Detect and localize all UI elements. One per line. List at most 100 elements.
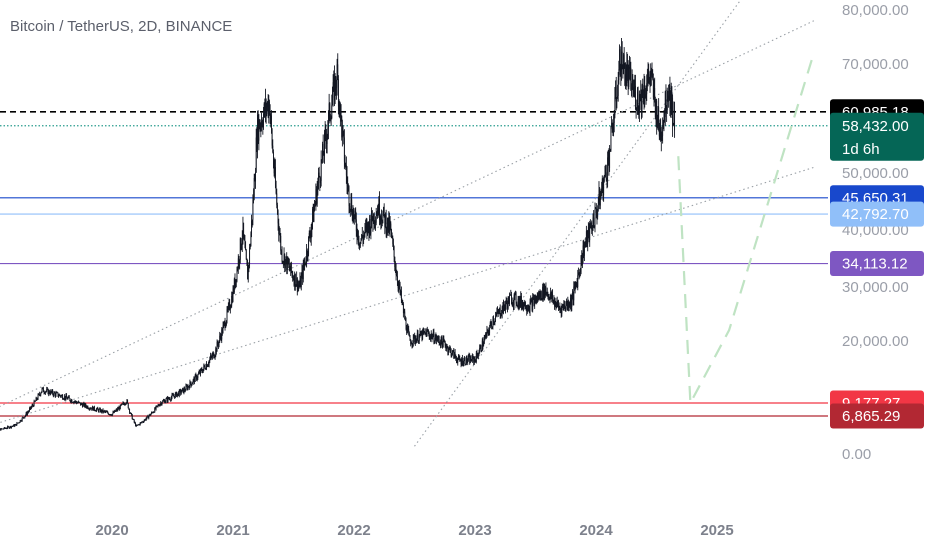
candle-body: [32, 405, 34, 406]
candle-body: [111, 415, 113, 416]
candle-body: [222, 325, 224, 334]
candle-body: [78, 401, 79, 403]
candle-body: [54, 393, 56, 397]
candle-body: [75, 400, 77, 403]
candle-body: [488, 332, 490, 334]
candle-body: [123, 402, 125, 404]
candle-body: [20, 420, 22, 422]
candle-body: [607, 157, 609, 179]
candle-body: [385, 214, 386, 228]
candle-body: [310, 236, 312, 239]
candle-body: [61, 395, 63, 397]
candle-body: [172, 394, 174, 396]
candle-body: [308, 233, 310, 237]
candle-body: [280, 250, 282, 252]
candle-body: [206, 364, 207, 370]
candle-body: [368, 225, 370, 235]
candle-body: [437, 336, 439, 340]
candle-body: [373, 213, 375, 224]
candle-body: [137, 424, 138, 426]
candle-body: [212, 352, 214, 355]
candle-body: [412, 334, 414, 344]
candle-body: [257, 114, 259, 141]
candle-body: [110, 414, 112, 416]
candle-body: [100, 409, 102, 413]
candle-body: [178, 392, 180, 396]
candle-body: [565, 304, 567, 310]
candle-body: [652, 75, 654, 79]
candle-body: [214, 355, 216, 358]
y-tick-label: 0.00: [842, 446, 871, 463]
candle-body: [331, 105, 333, 119]
candle-body: [217, 341, 219, 345]
candle-body: [447, 346, 449, 353]
candle-body: [526, 308, 528, 312]
candle-body: [453, 352, 455, 359]
candle-body: [661, 135, 663, 137]
candle-body: [184, 388, 186, 391]
candle-body: [190, 383, 192, 386]
candle-body: [225, 325, 227, 328]
candle-body: [351, 199, 353, 214]
candle-body: [452, 350, 453, 355]
candle-body: [608, 157, 610, 168]
candle-body: [184, 390, 186, 392]
candle-body: [231, 296, 233, 302]
candle-body: [284, 259, 286, 269]
candle-body: [636, 91, 638, 108]
candle-body: [417, 333, 419, 343]
candle-body: [276, 205, 278, 211]
candle-body: [654, 99, 656, 118]
price-tag-label: 58,432.00: [842, 118, 909, 135]
candle-body: [57, 392, 59, 397]
candle-body: [118, 407, 120, 410]
candle-body: [14, 424, 16, 427]
candle-body: [74, 400, 76, 402]
candle-body: [496, 310, 498, 315]
candle-body: [294, 273, 296, 286]
candle-body: [101, 409, 103, 413]
price-candles: [0, 37, 676, 431]
candle-body: [326, 138, 327, 144]
candle-body: [249, 246, 251, 248]
candle-body: [568, 301, 569, 308]
candle-body: [491, 323, 493, 327]
candle-body: [60, 395, 62, 397]
candle-body: [107, 411, 109, 414]
candle-body: [213, 357, 215, 359]
candle-body: [551, 293, 553, 299]
candle-body: [673, 110, 675, 124]
candle-body: [202, 371, 203, 373]
candle-body: [88, 408, 89, 410]
candle-body: [556, 305, 558, 309]
candle-body: [554, 299, 556, 307]
candle-body: [211, 356, 213, 358]
candle-body: [283, 254, 285, 262]
candle-body: [37, 394, 39, 400]
candle-body: [438, 339, 440, 343]
candle-body: [52, 390, 54, 395]
candle-body: [649, 74, 651, 83]
candle-body: [554, 302, 556, 307]
candle-body: [616, 98, 618, 102]
candle-body: [176, 392, 178, 397]
candle-body: [494, 320, 496, 322]
candle-body: [112, 412, 114, 414]
time-axis[interactable]: 2020 2021 2022 2023 2024 2025: [95, 522, 733, 539]
candle-body: [648, 72, 650, 78]
candle-body: [156, 405, 158, 407]
candle-body: [266, 106, 268, 113]
candle-body: [71, 399, 73, 403]
candle-body: [415, 338, 417, 343]
candle-body: [518, 297, 520, 308]
candle-body: [328, 103, 330, 113]
candle-body: [149, 414, 150, 417]
candle-body: [70, 399, 72, 402]
candle-body: [375, 221, 376, 223]
candle-body: [314, 205, 316, 210]
candle-body: [411, 343, 413, 345]
candle-body: [429, 336, 431, 339]
candle-body: [499, 308, 501, 317]
